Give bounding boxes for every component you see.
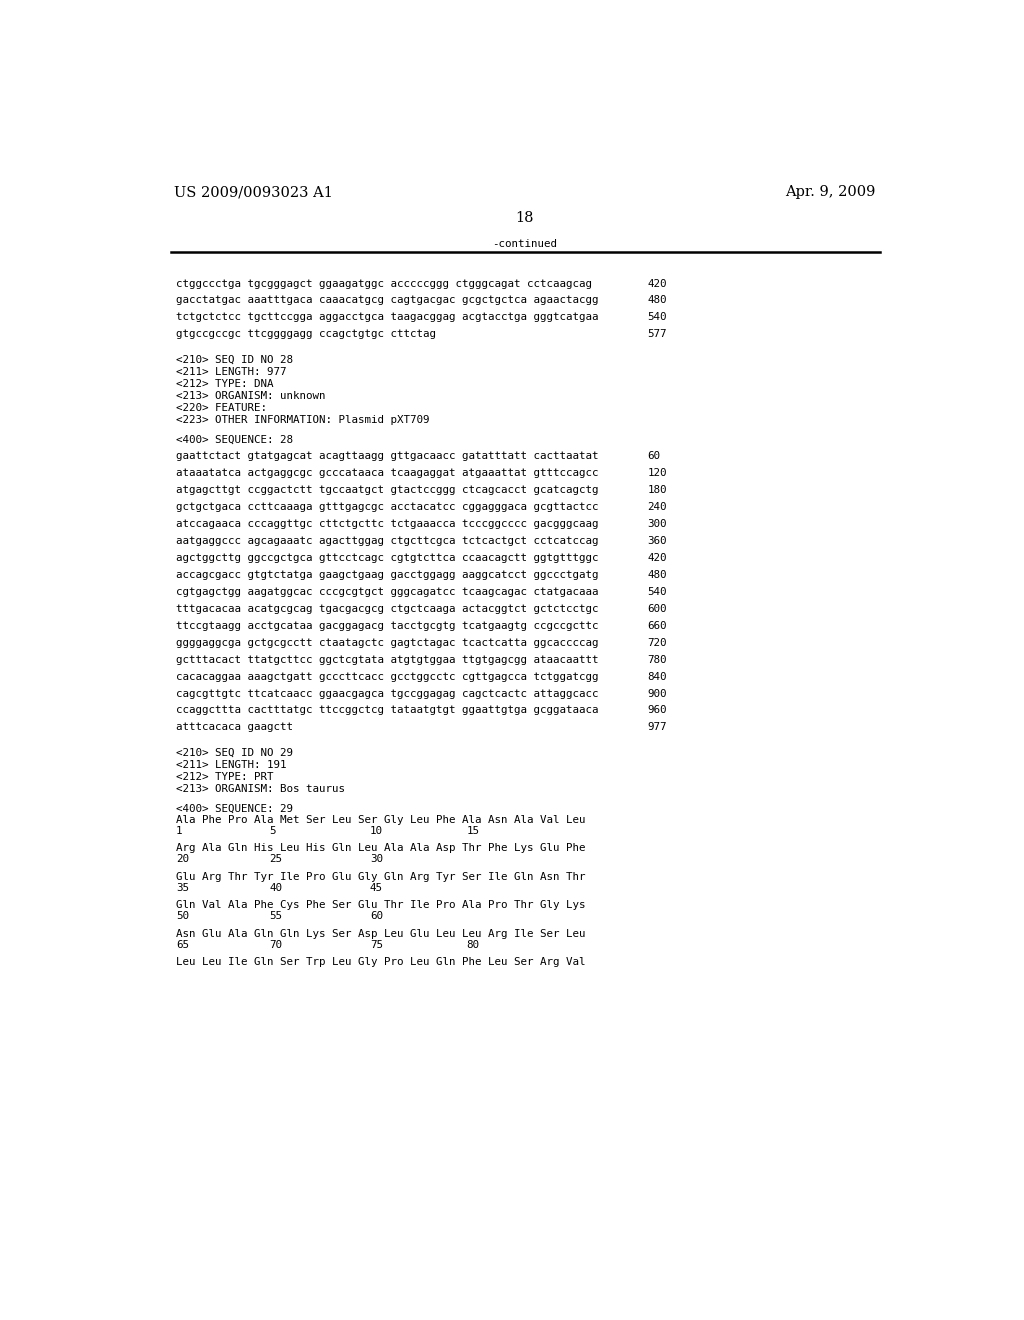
Text: 600: 600 xyxy=(647,603,667,614)
Text: 660: 660 xyxy=(647,620,667,631)
Text: 20: 20 xyxy=(176,854,189,865)
Text: 180: 180 xyxy=(647,486,667,495)
Text: US 2009/0093023 A1: US 2009/0093023 A1 xyxy=(174,185,334,199)
Text: ccaggcttta cactttatgc ttccggctcg tataatgtgt ggaattgtga gcggataaca: ccaggcttta cactttatgc ttccggctcg tataatg… xyxy=(176,705,599,715)
Text: 540: 540 xyxy=(647,587,667,597)
Text: 70: 70 xyxy=(269,940,282,950)
Text: Arg Ala Gln His Leu His Gln Leu Ala Ala Asp Thr Phe Lys Glu Phe: Arg Ala Gln His Leu His Gln Leu Ala Ala … xyxy=(176,843,586,853)
Text: 45: 45 xyxy=(370,883,383,892)
Text: ataaatatca actgaggcgc gcccataaca tcaagaggat atgaaattat gtttccagcc: ataaatatca actgaggcgc gcccataaca tcaagag… xyxy=(176,469,599,478)
Text: 80: 80 xyxy=(467,940,479,950)
Text: 720: 720 xyxy=(647,638,667,648)
Text: <220> FEATURE:: <220> FEATURE: xyxy=(176,403,267,413)
Text: 55: 55 xyxy=(269,911,282,921)
Text: <400> SEQUENCE: 29: <400> SEQUENCE: 29 xyxy=(176,804,293,813)
Text: 10: 10 xyxy=(370,826,383,836)
Text: 480: 480 xyxy=(647,296,667,305)
Text: 18: 18 xyxy=(515,211,535,224)
Text: tctgctctcc tgcttccgga aggacctgca taagacggag acgtacctga gggtcatgaa: tctgctctcc tgcttccgga aggacctgca taagacg… xyxy=(176,313,599,322)
Text: 5: 5 xyxy=(269,826,275,836)
Text: <212> TYPE: PRT: <212> TYPE: PRT xyxy=(176,772,273,781)
Text: cagcgttgtc ttcatcaacc ggaacgagca tgccggagag cagctcactc attaggcacc: cagcgttgtc ttcatcaacc ggaacgagca tgccgga… xyxy=(176,689,599,698)
Text: Gln Val Ala Phe Cys Phe Ser Glu Thr Ile Pro Ala Pro Thr Gly Lys: Gln Val Ala Phe Cys Phe Ser Glu Thr Ile … xyxy=(176,900,586,911)
Text: 420: 420 xyxy=(647,279,667,289)
Text: 960: 960 xyxy=(647,705,667,715)
Text: <210> SEQ ID NO 29: <210> SEQ ID NO 29 xyxy=(176,748,293,758)
Text: ggggaggcga gctgcgcctt ctaatagctc gagtctagac tcactcatta ggcaccccag: ggggaggcga gctgcgcctt ctaatagctc gagtcta… xyxy=(176,638,599,648)
Text: cgtgagctgg aagatggcac cccgcgtgct gggcagatcc tcaagcagac ctatgacaaa: cgtgagctgg aagatggcac cccgcgtgct gggcaga… xyxy=(176,587,599,597)
Text: 65: 65 xyxy=(176,940,189,950)
Text: gtgccgccgc ttcggggagg ccagctgtgc cttctag: gtgccgccgc ttcggggagg ccagctgtgc cttctag xyxy=(176,330,436,339)
Text: atttcacaca gaagctt: atttcacaca gaagctt xyxy=(176,722,293,733)
Text: agctggcttg ggccgctgca gttcctcagc cgtgtcttca ccaacagctt ggtgtttggc: agctggcttg ggccgctgca gttcctcagc cgtgtct… xyxy=(176,553,599,564)
Text: <210> SEQ ID NO 28: <210> SEQ ID NO 28 xyxy=(176,355,293,366)
Text: 240: 240 xyxy=(647,502,667,512)
Text: <213> ORGANISM: Bos taurus: <213> ORGANISM: Bos taurus xyxy=(176,784,345,795)
Text: 75: 75 xyxy=(370,940,383,950)
Text: Leu Leu Ile Gln Ser Trp Leu Gly Pro Leu Gln Phe Leu Ser Arg Val: Leu Leu Ile Gln Ser Trp Leu Gly Pro Leu … xyxy=(176,957,586,968)
Text: -continued: -continued xyxy=(493,239,557,249)
Text: atccagaaca cccaggttgc cttctgcttc tctgaaacca tcccggcccc gacgggcaag: atccagaaca cccaggttgc cttctgcttc tctgaaa… xyxy=(176,519,599,529)
Text: 1: 1 xyxy=(176,826,182,836)
Text: tttgacacaa acatgcgcag tgacgacgcg ctgctcaaga actacggtct gctctcctgc: tttgacacaa acatgcgcag tgacgacgcg ctgctca… xyxy=(176,603,599,614)
Text: gaattctact gtatgagcat acagttaagg gttgacaacc gatatttatt cacttaatat: gaattctact gtatgagcat acagttaagg gttgaca… xyxy=(176,451,599,462)
Text: 420: 420 xyxy=(647,553,667,564)
Text: <211> LENGTH: 191: <211> LENGTH: 191 xyxy=(176,760,287,770)
Text: 15: 15 xyxy=(467,826,479,836)
Text: 120: 120 xyxy=(647,469,667,478)
Text: 35: 35 xyxy=(176,883,189,892)
Text: 30: 30 xyxy=(370,854,383,865)
Text: 25: 25 xyxy=(269,854,282,865)
Text: 50: 50 xyxy=(176,911,189,921)
Text: 300: 300 xyxy=(647,519,667,529)
Text: 900: 900 xyxy=(647,689,667,698)
Text: gctttacact ttatgcttcc ggctcgtata atgtgtggaa ttgtgagcgg ataacaattt: gctttacact ttatgcttcc ggctcgtata atgtgtg… xyxy=(176,655,599,665)
Text: 360: 360 xyxy=(647,536,667,546)
Text: <212> TYPE: DNA: <212> TYPE: DNA xyxy=(176,379,273,389)
Text: Asn Glu Ala Gln Gln Lys Ser Asp Leu Glu Leu Leu Arg Ile Ser Leu: Asn Glu Ala Gln Gln Lys Ser Asp Leu Glu … xyxy=(176,929,586,939)
Text: 977: 977 xyxy=(647,722,667,733)
Text: ctggccctga tgcgggagct ggaagatggc acccccggg ctgggcagat cctcaagcag: ctggccctga tgcgggagct ggaagatggc acccccg… xyxy=(176,279,592,289)
Text: ttccgtaagg acctgcataa gacggagacg tacctgcgtg tcatgaagtg ccgccgcttc: ttccgtaagg acctgcataa gacggagacg tacctgc… xyxy=(176,620,599,631)
Text: 577: 577 xyxy=(647,330,667,339)
Text: 60: 60 xyxy=(647,451,660,462)
Text: accagcgacc gtgtctatga gaagctgaag gacctggagg aaggcatcct ggccctgatg: accagcgacc gtgtctatga gaagctgaag gacctgg… xyxy=(176,570,599,579)
Text: aatgaggccc agcagaaatc agacttggag ctgcttcgca tctcactgct cctcatccag: aatgaggccc agcagaaatc agacttggag ctgcttc… xyxy=(176,536,599,546)
Text: <213> ORGANISM: unknown: <213> ORGANISM: unknown xyxy=(176,391,326,401)
Text: gacctatgac aaatttgaca caaacatgcg cagtgacgac gcgctgctca agaactacgg: gacctatgac aaatttgaca caaacatgcg cagtgac… xyxy=(176,296,599,305)
Text: <211> LENGTH: 977: <211> LENGTH: 977 xyxy=(176,367,287,378)
Text: Apr. 9, 2009: Apr. 9, 2009 xyxy=(784,185,876,199)
Text: <400> SEQUENCE: 28: <400> SEQUENCE: 28 xyxy=(176,434,293,445)
Text: 480: 480 xyxy=(647,570,667,579)
Text: cacacaggaa aaagctgatt gcccttcacc gcctggcctc cgttgagcca tctggatcgg: cacacaggaa aaagctgatt gcccttcacc gcctggc… xyxy=(176,672,599,681)
Text: 40: 40 xyxy=(269,883,282,892)
Text: atgagcttgt ccggactctt tgccaatgct gtactccggg ctcagcacct gcatcagctg: atgagcttgt ccggactctt tgccaatgct gtactcc… xyxy=(176,486,599,495)
Text: Glu Arg Thr Tyr Ile Pro Glu Gly Gln Arg Tyr Ser Ile Gln Asn Thr: Glu Arg Thr Tyr Ile Pro Glu Gly Gln Arg … xyxy=(176,871,586,882)
Text: 780: 780 xyxy=(647,655,667,665)
Text: 540: 540 xyxy=(647,313,667,322)
Text: 840: 840 xyxy=(647,672,667,681)
Text: <223> OTHER INFORMATION: Plasmid pXT709: <223> OTHER INFORMATION: Plasmid pXT709 xyxy=(176,414,429,425)
Text: Ala Phe Pro Ala Met Ser Leu Ser Gly Leu Phe Ala Asn Ala Val Leu: Ala Phe Pro Ala Met Ser Leu Ser Gly Leu … xyxy=(176,814,586,825)
Text: 60: 60 xyxy=(370,911,383,921)
Text: gctgctgaca ccttcaaaga gtttgagcgc acctacatcc cggagggaca gcgttactcc: gctgctgaca ccttcaaaga gtttgagcgc acctaca… xyxy=(176,502,599,512)
